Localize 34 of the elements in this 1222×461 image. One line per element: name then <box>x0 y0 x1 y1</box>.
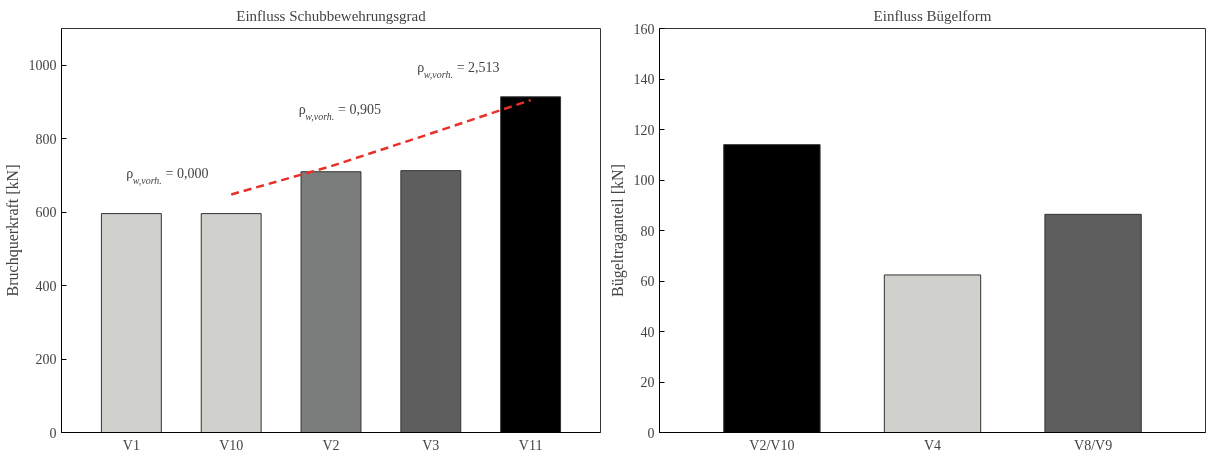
y-tick-label: 120 <box>633 122 655 138</box>
y-tick-label: 800 <box>35 131 57 147</box>
y-tick-label: 60 <box>640 274 655 289</box>
x-tick-label: V11 <box>518 437 543 453</box>
x-tick-label: V1 <box>122 437 140 453</box>
line-series <box>229 98 532 196</box>
x-tick-label: V2 <box>322 437 340 453</box>
y-axis-title: Bügeltraganteil [kN] <box>608 164 627 297</box>
chart-title: Einfluss Bügelform <box>873 7 992 24</box>
bar <box>300 171 362 433</box>
x-tick-label: V10 <box>219 437 244 453</box>
bar <box>1044 213 1142 433</box>
bar <box>883 274 982 433</box>
y-tick-label: 20 <box>640 375 655 390</box>
y-tick-label: 140 <box>633 72 655 87</box>
x-tick-label: V8/V9 <box>1074 437 1113 453</box>
y-axis-title: Bruchquerkraft [kN] <box>3 164 22 297</box>
bar <box>200 213 262 433</box>
y-tick-label: 160 <box>633 21 655 37</box>
bar <box>400 170 462 433</box>
y-tick-label: 1000 <box>28 58 57 74</box>
bar <box>100 213 162 433</box>
x-tick-label: V2/V10 <box>749 437 795 453</box>
y-tick-label: 80 <box>640 223 655 239</box>
y-tick-label: 0 <box>647 425 655 441</box>
y-tick-label: 400 <box>35 278 57 294</box>
y-tick-label: 40 <box>640 324 655 340</box>
y-tick-label: 0 <box>49 425 57 441</box>
y-tick-label: 200 <box>35 352 57 368</box>
chart-title: Einfluss Schubbewehrungsgrad <box>236 7 427 24</box>
x-tick-label: V3 <box>422 437 440 453</box>
y-tick-label: 600 <box>35 205 57 221</box>
x-tick-label: V4 <box>923 437 942 453</box>
y-tick-label: 100 <box>633 173 655 188</box>
